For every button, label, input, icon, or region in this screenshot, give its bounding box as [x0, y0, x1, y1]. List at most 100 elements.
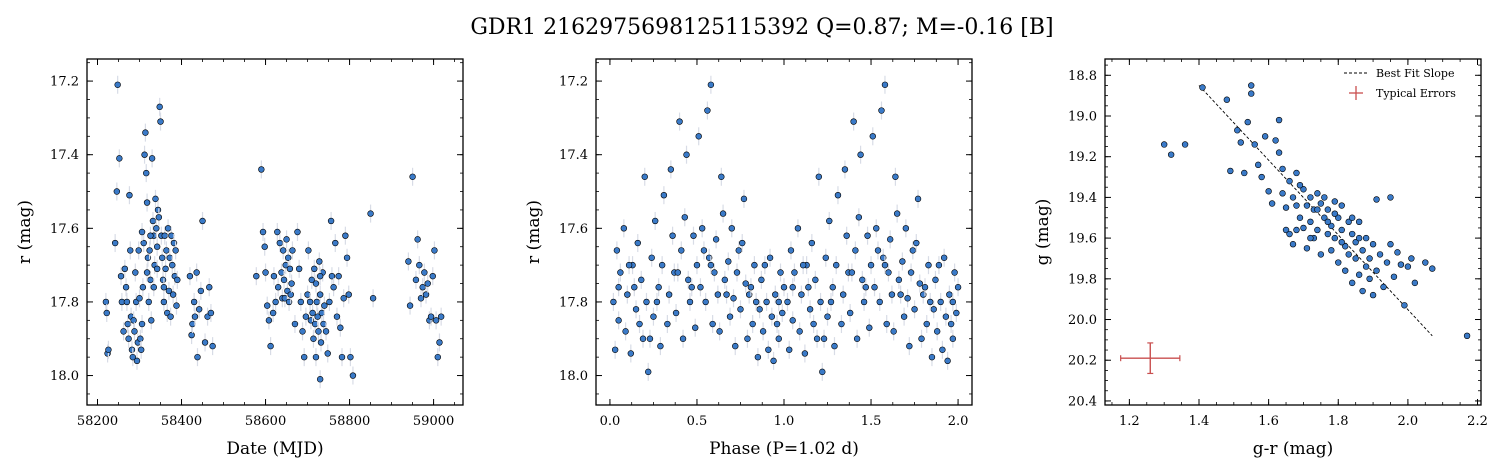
y-tick-label: 17.4 [50, 148, 79, 163]
y-tick-label: 17.6 [559, 222, 588, 237]
data-point [658, 261, 666, 269]
data-point [864, 232, 871, 239]
y-axis-label: r (mag) [524, 200, 544, 264]
data-point [126, 191, 133, 199]
data-point [1286, 230, 1293, 238]
data-point [866, 324, 873, 331]
data-point [161, 232, 168, 239]
data-point [1279, 190, 1286, 197]
data-point [871, 284, 878, 291]
data-point [732, 342, 739, 350]
data-point [173, 302, 180, 309]
data-point [288, 280, 295, 287]
data-point [369, 295, 377, 302]
data-point [321, 302, 328, 309]
data-point [436, 339, 443, 346]
data-point [632, 306, 640, 313]
data-point [207, 309, 215, 317]
data-point [174, 276, 181, 284]
data-point [944, 357, 951, 365]
data-point [683, 151, 690, 158]
data-point [1237, 139, 1244, 146]
data-point [1314, 206, 1321, 213]
data-point [143, 269, 151, 276]
data-point [1359, 247, 1366, 254]
data-point [300, 353, 308, 361]
data-point [853, 335, 861, 342]
data-point [935, 261, 943, 269]
data-point [846, 309, 854, 317]
data-point [312, 353, 320, 361]
data-point [120, 328, 127, 335]
data-point [723, 291, 730, 298]
x-tick-label: 1.4 [1189, 414, 1210, 429]
data-point [145, 298, 152, 306]
data-point [1282, 204, 1290, 211]
data-point [1359, 287, 1366, 295]
data-point [1289, 194, 1297, 201]
data-point [153, 243, 161, 250]
data-points [102, 75, 445, 389]
data-point [733, 269, 741, 276]
data-point [349, 372, 357, 379]
data-point [1348, 279, 1356, 287]
data-point [311, 265, 318, 273]
data-point [718, 173, 725, 180]
data-point [772, 291, 779, 298]
panel-phased-light-curve: 0.0 0.5 1.0 1.5 2.0 17.2 17.4 17.6 17.8 18.0 Phase… [524, 58, 973, 459]
data-point [697, 284, 704, 291]
data-point [302, 313, 310, 320]
data-point [299, 328, 306, 335]
data-point [140, 239, 147, 247]
data-point [747, 284, 755, 291]
data-point [313, 298, 321, 306]
data-point [191, 313, 199, 320]
data-point [201, 339, 209, 346]
data-point [838, 320, 845, 328]
data-point [869, 133, 876, 140]
data-point [756, 306, 763, 313]
data-point [907, 269, 915, 276]
data-point [752, 298, 760, 306]
data-point [730, 295, 737, 302]
data-point [700, 247, 708, 254]
data-point [1373, 196, 1380, 203]
data-point [169, 291, 177, 298]
data-point [904, 295, 911, 302]
data-point [434, 353, 441, 361]
data-point [123, 298, 131, 306]
data-point [766, 254, 774, 261]
data-point [775, 298, 782, 306]
data-point [1275, 116, 1283, 124]
data-points [610, 75, 962, 381]
data-point [1223, 96, 1231, 103]
x-tick-label: 1.8 [1328, 414, 1349, 429]
data-point [620, 225, 628, 232]
data-point [125, 335, 132, 342]
data-point [274, 228, 281, 236]
data-point [128, 346, 136, 353]
data-point [751, 261, 758, 269]
data-point [940, 254, 948, 261]
data-point [316, 272, 324, 280]
data-point [1348, 214, 1356, 221]
data-point [269, 309, 277, 317]
data-point [1248, 82, 1255, 89]
data-point [737, 306, 744, 313]
data-point [412, 276, 420, 284]
data-point [343, 254, 351, 261]
data-point [942, 313, 950, 320]
data-point [113, 188, 121, 195]
data-point [147, 276, 154, 284]
data-point [327, 217, 335, 225]
data-point [946, 291, 953, 298]
data-point [324, 350, 331, 357]
data-point [873, 225, 880, 232]
data-point [1335, 259, 1342, 266]
data-point [316, 258, 323, 265]
data-point [770, 357, 777, 365]
data-point [1314, 190, 1321, 197]
data-point [130, 317, 137, 324]
data-point [650, 313, 657, 320]
data-point [1296, 181, 1304, 189]
